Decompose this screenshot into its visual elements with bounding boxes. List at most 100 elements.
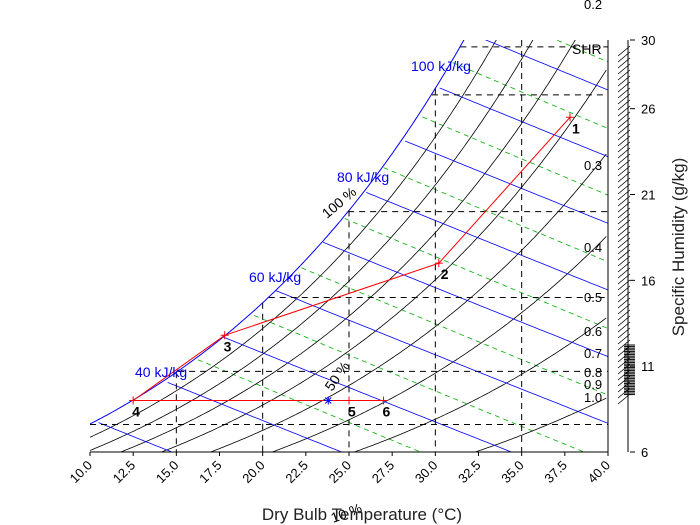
rh-50-label: 50 % <box>321 358 352 393</box>
wet-bulb-lines <box>197 40 608 452</box>
enthalpy-line <box>275 290 608 424</box>
shr-hatch <box>617 69 631 81</box>
process-point-label: 3 <box>224 338 232 354</box>
shr-hatch <box>617 315 631 327</box>
shr-hatch <box>617 105 631 117</box>
rh-curve <box>90 40 534 451</box>
shr-hatch <box>617 333 631 345</box>
shr-hatch <box>617 189 631 201</box>
wetbulb-line <box>197 359 422 452</box>
rh-curve <box>209 153 607 452</box>
shr-tick-label: 0.6 <box>584 324 602 339</box>
shr-hatch <box>617 81 631 93</box>
rh-curve <box>353 317 607 452</box>
x-tick-label: 27.5 <box>369 458 398 487</box>
x-tick-label: 10.0 <box>67 458 96 487</box>
shr-hatch <box>617 279 631 291</box>
shr-hatch <box>617 117 631 129</box>
shr-hatch <box>617 327 631 339</box>
enthalpy-line <box>484 40 608 91</box>
shr-hatch <box>617 291 631 303</box>
rh-curve <box>90 40 497 438</box>
x-tick-label: 15.0 <box>153 458 182 487</box>
shr-hatch <box>617 273 631 285</box>
axes: 10.0 12.5 15.0 17.5 20.0 22.5 25.0 27.5 30.0 32.5… <box>67 33 656 486</box>
x-axis-title: Dry Bulb Temperature (°C) <box>262 505 462 524</box>
shr-hatch <box>617 303 631 315</box>
process-line <box>132 116 571 401</box>
rh-curve <box>271 236 607 452</box>
shr-hatch <box>617 261 631 273</box>
rh-curve <box>119 40 576 452</box>
process-path <box>129 113 575 405</box>
process-point-label: 4 <box>132 404 140 420</box>
shr-hatch <box>617 171 631 183</box>
enthalpy-label: 80 kJ/kg <box>337 169 389 185</box>
enthalpy-line <box>439 87 608 158</box>
process-point-label: 2 <box>441 266 449 282</box>
wetbulb-line <box>422 116 608 196</box>
enthalpy-lines <box>98 40 608 452</box>
x-tick-label: 37.5 <box>541 458 570 487</box>
shr-hatch <box>617 321 631 333</box>
shr-hatch <box>617 237 631 249</box>
state-marker <box>324 397 332 404</box>
shr-hatch <box>617 219 631 231</box>
shr-hatch <box>617 57 631 69</box>
process-point-label: 6 <box>383 404 391 420</box>
rh-100-label: 100 % <box>319 184 360 222</box>
dashed-guide-lines <box>90 40 608 452</box>
shr-hatch <box>617 153 631 165</box>
shr-hatch <box>617 141 631 153</box>
shr-hatch <box>617 213 631 225</box>
shr-title: SHR <box>572 41 602 57</box>
rh-curve <box>160 69 607 452</box>
wetbulb-line <box>452 62 608 129</box>
wetbulb-line <box>301 267 608 396</box>
enthalpy-line <box>322 241 608 358</box>
shr-hatch <box>617 63 631 75</box>
x-tick-label: 30.0 <box>412 458 441 487</box>
x-tick-label: 40.0 <box>585 458 614 487</box>
shr-hatch <box>617 375 631 387</box>
shr-hatch <box>617 159 631 171</box>
shr-hatch <box>617 201 631 213</box>
shr-hatch <box>617 177 631 189</box>
annotations: 40 kJ/kg 60 kJ/kg 80 kJ/kg 100 kJ/kg 100 % 50… <box>132 58 580 525</box>
y-tick-label: 21 <box>641 188 655 203</box>
shr-tick-label: 0.4 <box>584 240 602 255</box>
y-tick-label: 11 <box>641 359 655 374</box>
wetbulb-line <box>344 218 608 329</box>
shr-hatch <box>617 309 631 321</box>
shr-hatch <box>617 135 631 147</box>
process-point-label: 5 <box>348 404 356 420</box>
y-tick-label: 6 <box>641 445 648 460</box>
shr-scale: SHR 0.2 0.3 0.4 0.5 0.6 0.7 0.80.91.0 <box>572 0 635 452</box>
shr-hatch <box>617 297 631 309</box>
y-tick-label: 26 <box>641 102 655 117</box>
y-tick-label: 16 <box>641 273 655 288</box>
shr-hatch <box>617 207 631 219</box>
shr-hatch <box>617 45 631 57</box>
shr-hatch <box>617 99 631 111</box>
shr-hatch <box>617 285 631 297</box>
shr-hatch <box>617 111 631 123</box>
shr-tick-label: 0.5 <box>584 290 602 305</box>
shr-hatch <box>617 243 631 255</box>
shr-hatch <box>617 129 631 141</box>
shr-hatch <box>617 351 631 363</box>
x-tick-label: 32.5 <box>455 458 484 487</box>
shr-hatch <box>617 195 631 207</box>
shr-hatch <box>617 225 631 237</box>
enthalpy-label: 60 kJ/kg <box>249 269 301 285</box>
enthalpy-line <box>223 336 513 452</box>
rh-curve <box>474 397 607 452</box>
shr-tick-label: 0.2 <box>584 0 602 12</box>
shr-hatch <box>617 93 631 105</box>
enthalpy-label: 40 kJ/kg <box>135 364 187 380</box>
x-tick-label: 25.0 <box>326 458 355 487</box>
shr-tick-label: 1.0 <box>584 390 602 405</box>
x-tick-label: 35.0 <box>498 458 527 487</box>
process-point-label: 1 <box>572 120 580 136</box>
